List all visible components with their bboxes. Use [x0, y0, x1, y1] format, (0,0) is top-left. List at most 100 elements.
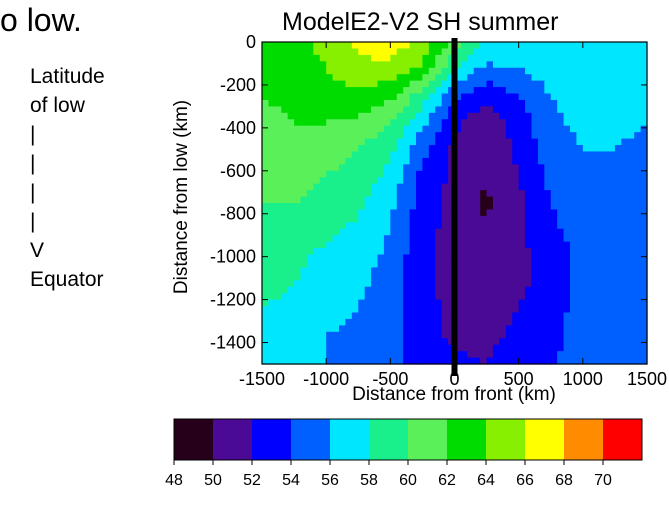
contour-cell: [531, 93, 539, 101]
contour-cell: [614, 93, 622, 101]
contour-cell: [486, 93, 494, 101]
contour-cell: [627, 164, 635, 172]
contour-cell: [460, 222, 468, 230]
contour-cell: [621, 151, 629, 159]
contour-cell: [339, 164, 347, 172]
contour-cell: [634, 273, 642, 281]
contour-cell: [614, 254, 622, 262]
contour-cell: [371, 183, 379, 191]
contour-cell: [371, 235, 379, 243]
contour-cell: [602, 112, 610, 120]
contour-cell: [525, 145, 533, 153]
contour-cell: [493, 125, 501, 133]
contour-cell: [614, 286, 622, 294]
contour-cell: [306, 260, 314, 268]
contour-cell: [339, 157, 347, 165]
contour-cell: [563, 215, 571, 223]
contour-cell: [473, 93, 481, 101]
contour-cell: [518, 93, 526, 101]
contour-cell: [518, 248, 526, 256]
contour-cell: [486, 164, 494, 172]
contour-cell: [531, 209, 539, 217]
contour-cell: [614, 112, 622, 120]
contour-cell: [358, 93, 366, 101]
contour-cell: [383, 299, 391, 307]
contour-cell: [589, 267, 597, 275]
contour-cell: [576, 93, 584, 101]
contour-cell: [306, 87, 314, 95]
contour-cell: [486, 209, 494, 217]
contour-cell: [473, 280, 481, 288]
contour-cell: [467, 99, 475, 107]
contour-cell: [274, 106, 282, 114]
contour-cell: [390, 74, 398, 82]
contour-cell: [614, 318, 622, 326]
contour-cell: [557, 351, 565, 359]
contour-cell: [582, 222, 590, 230]
contour-cell: [319, 203, 327, 211]
contour-cell: [345, 106, 353, 114]
contour-cell: [371, 209, 379, 217]
contour-cell: [262, 312, 270, 320]
contour-cell: [512, 312, 520, 320]
contour-cell: [525, 351, 533, 359]
contour-cell: [383, 222, 391, 230]
contour-cell: [537, 106, 545, 114]
contour-cell: [525, 112, 533, 120]
contour-cell: [512, 170, 520, 178]
contour-cell: [428, 48, 436, 56]
contour-cell: [351, 48, 359, 56]
contour-cell: [499, 267, 507, 275]
contour-cell: [589, 74, 597, 82]
contour-cell: [319, 138, 327, 146]
contour-cell: [403, 54, 411, 62]
contour-cell: [544, 248, 552, 256]
contour-cell: [383, 312, 391, 320]
contour-cell: [505, 235, 513, 243]
contour-cell: [512, 151, 520, 159]
contour-cell: [409, 170, 417, 178]
contour-cell: [377, 119, 385, 127]
contour-cell: [306, 93, 314, 101]
contour-cell: [396, 132, 404, 140]
contour-cell: [627, 338, 635, 346]
contour-cell: [518, 312, 526, 320]
contour-cell: [576, 119, 584, 127]
contour-cell: [512, 306, 520, 314]
contour-cell: [640, 157, 648, 165]
contour-cell: [332, 306, 340, 314]
contour-cell: [505, 183, 513, 191]
contour-cell: [396, 196, 404, 204]
contour-cell: [589, 351, 597, 359]
contour-cell: [525, 235, 533, 243]
contour-cell: [364, 190, 372, 198]
contour-cell: [319, 241, 327, 249]
contour-cell: [409, 215, 417, 223]
contour-cell: [608, 325, 616, 333]
contour-cell: [396, 357, 404, 365]
contour-cell: [287, 170, 295, 178]
contour-cell: [608, 280, 616, 288]
contour-cell: [409, 164, 417, 172]
contour-cell: [582, 215, 590, 223]
contour-cell: [582, 267, 590, 275]
contour-cell: [416, 351, 424, 359]
contour-cell: [525, 241, 533, 249]
contour-cell: [576, 215, 584, 223]
contour-cell: [537, 99, 545, 107]
contour-cell: [262, 357, 270, 365]
contour-cell: [544, 42, 552, 50]
contour-cell: [473, 67, 481, 75]
contour-cell: [525, 293, 533, 301]
contour-cell: [563, 164, 571, 172]
contour-cell: [441, 273, 449, 281]
contour-cell: [486, 74, 494, 82]
contour-cell: [262, 112, 270, 120]
contour-cell: [300, 344, 308, 352]
contour-cell: [351, 112, 359, 120]
contour-cell: [416, 67, 424, 75]
contour-cell: [326, 241, 334, 249]
contour-cell: [505, 351, 513, 359]
contour-cell: [499, 190, 507, 198]
contour-cell: [627, 215, 635, 223]
